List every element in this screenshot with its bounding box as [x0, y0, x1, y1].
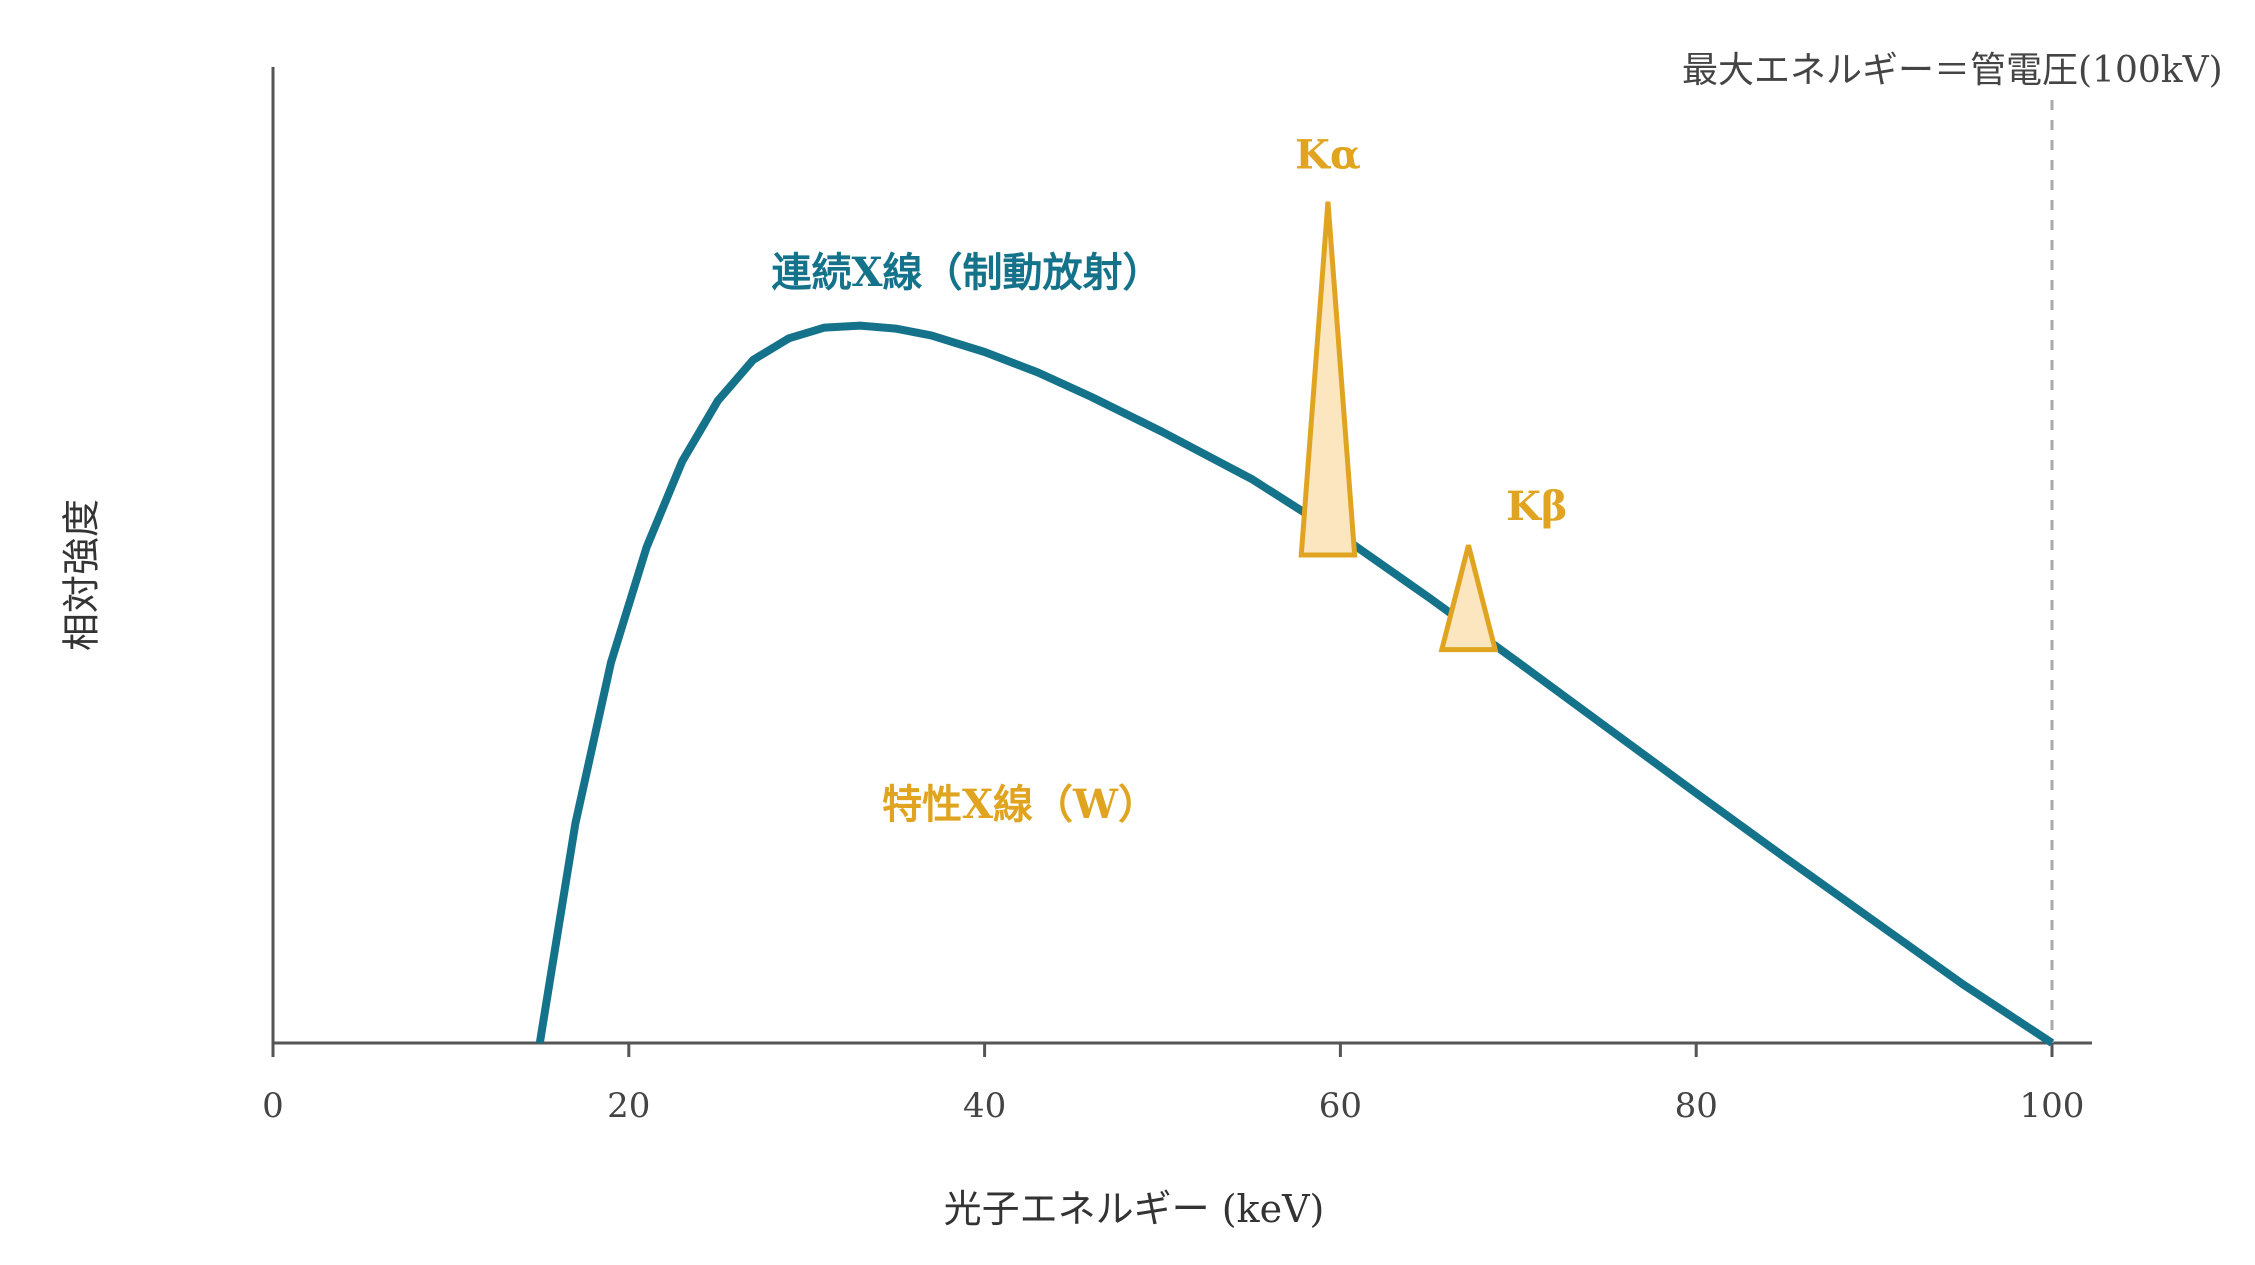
x-ticks: 0 20 40 60 80 100 [262, 1043, 2084, 1126]
y-axis-label: 相対強度 [60, 499, 104, 651]
x-axis-label: 光子エネルギー (keV) [944, 1187, 1325, 1231]
x-tick-label: 20 [607, 1086, 650, 1126]
max-energy-annotation: 最大エネルギー＝管電圧(100kV) [1682, 50, 2223, 91]
x-tick-label: 40 [963, 1086, 1006, 1126]
x-tick-label: 0 [262, 1086, 284, 1126]
x-tick-label: 100 [2020, 1086, 2085, 1126]
characteristic-peak [1438, 544, 1499, 653]
x-tick-label: 60 [1319, 1086, 1362, 1126]
characteristic-xray-annotation: 特性X線（W） [882, 781, 1158, 828]
axes [271, 67, 2092, 1045]
x-tick-label: 80 [1675, 1086, 1718, 1126]
peak-label: Kβ [1506, 483, 1567, 530]
characteristic-peaks: Kα Kβ [1295, 132, 1568, 653]
peak-label: Kα [1295, 132, 1361, 179]
continuous-spectrum-line [535, 321, 2055, 1047]
continuous-xray-annotation: 連続X線（制動放射） [771, 249, 1162, 296]
characteristic-peak [1298, 201, 1358, 558]
